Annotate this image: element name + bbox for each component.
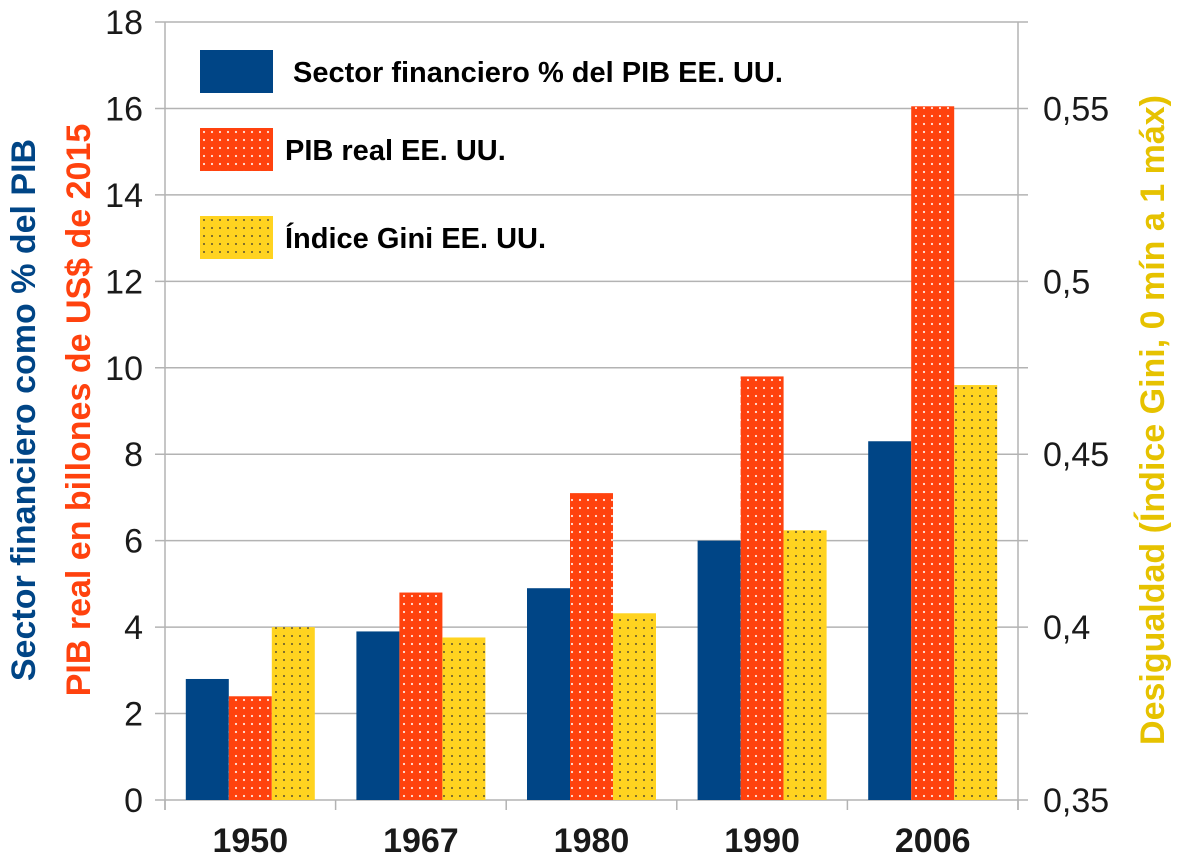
x-tick-label: 1990 — [724, 822, 800, 860]
y-left-tick-label: 14 — [105, 177, 143, 215]
legend-label-1: Sector financiero % del PIB EE. UU. — [293, 57, 783, 89]
bar-1990-series-1 — [697, 540, 741, 800]
y-right-title-gini: Desigualdad (Índice Gini, 0 mín a 1 máx) — [1134, 95, 1172, 745]
legend-label-2: PIB real EE. UU. — [285, 135, 506, 167]
bar-1980-series-2 — [570, 493, 613, 800]
y-left-title-gdp: PIB real en billones de US$ de 2015 — [60, 124, 98, 697]
y-right-tick-label: 0,55 — [1043, 90, 1109, 128]
legend-swatch-1 — [200, 50, 273, 93]
axis-titles: Sector financiero como % del PIB PIB real… — [5, 95, 1172, 745]
bar-1980-series-3 — [613, 613, 656, 800]
legend: Sector financiero % del PIB EE. UU. PIB r… — [200, 50, 783, 259]
x-tick-label: 1980 — [554, 822, 630, 860]
x-tick-label: 1950 — [212, 822, 288, 860]
legend-label-3: Índice Gini EE. UU. — [285, 221, 546, 255]
bar-1967-series-1 — [356, 631, 400, 800]
y-left-tick-label: 18 — [105, 4, 143, 42]
y-left-tick-label: 10 — [105, 350, 143, 388]
bar-1990-series-2 — [740, 376, 784, 800]
y-left-tick-label: 4 — [124, 609, 143, 647]
y-left-tick-label: 6 — [124, 523, 143, 561]
bar-1990-series-3 — [783, 530, 827, 800]
bar-1980-series-1 — [527, 588, 570, 800]
bar-1967-series-3 — [442, 637, 486, 800]
y-left-tick-label: 0 — [124, 782, 143, 820]
bar-1967-series-2 — [399, 592, 443, 800]
axes — [164, 22, 1019, 810]
bar-1950-series-1 — [185, 678, 229, 800]
x-tick-label: 2006 — [895, 822, 971, 860]
y-left-tick-label: 16 — [105, 90, 143, 128]
bars — [185, 106, 998, 801]
bar-1950-series-3 — [271, 627, 315, 800]
y-right-tick-label: 0,35 — [1043, 782, 1109, 820]
legend-swatch-2 — [200, 128, 273, 171]
y-right-tick-label: 0,4 — [1043, 609, 1090, 647]
bar-2006-series-1 — [868, 441, 912, 800]
x-tick-label: 1967 — [383, 822, 459, 860]
y-left-tick-label: 12 — [105, 263, 143, 301]
y-right-tick-label: 0,45 — [1043, 436, 1109, 474]
y-left-tick-label: 8 — [124, 436, 143, 474]
bar-2006-series-2 — [911, 106, 955, 801]
tick-labels: 0 2 4 6 8 10 12 14 16 18 0,35 0,4 0,45 0,5 0,55 1950 196… — [105, 4, 1109, 860]
y-right-tick-label: 0,5 — [1043, 263, 1090, 301]
bar-2006-series-3 — [954, 385, 998, 800]
legend-swatch-3 — [200, 216, 273, 259]
bar-1950-series-2 — [228, 696, 272, 800]
y-left-title-financial: Sector financiero como % del PIB — [5, 139, 43, 681]
y-left-tick-label: 2 — [124, 696, 143, 734]
